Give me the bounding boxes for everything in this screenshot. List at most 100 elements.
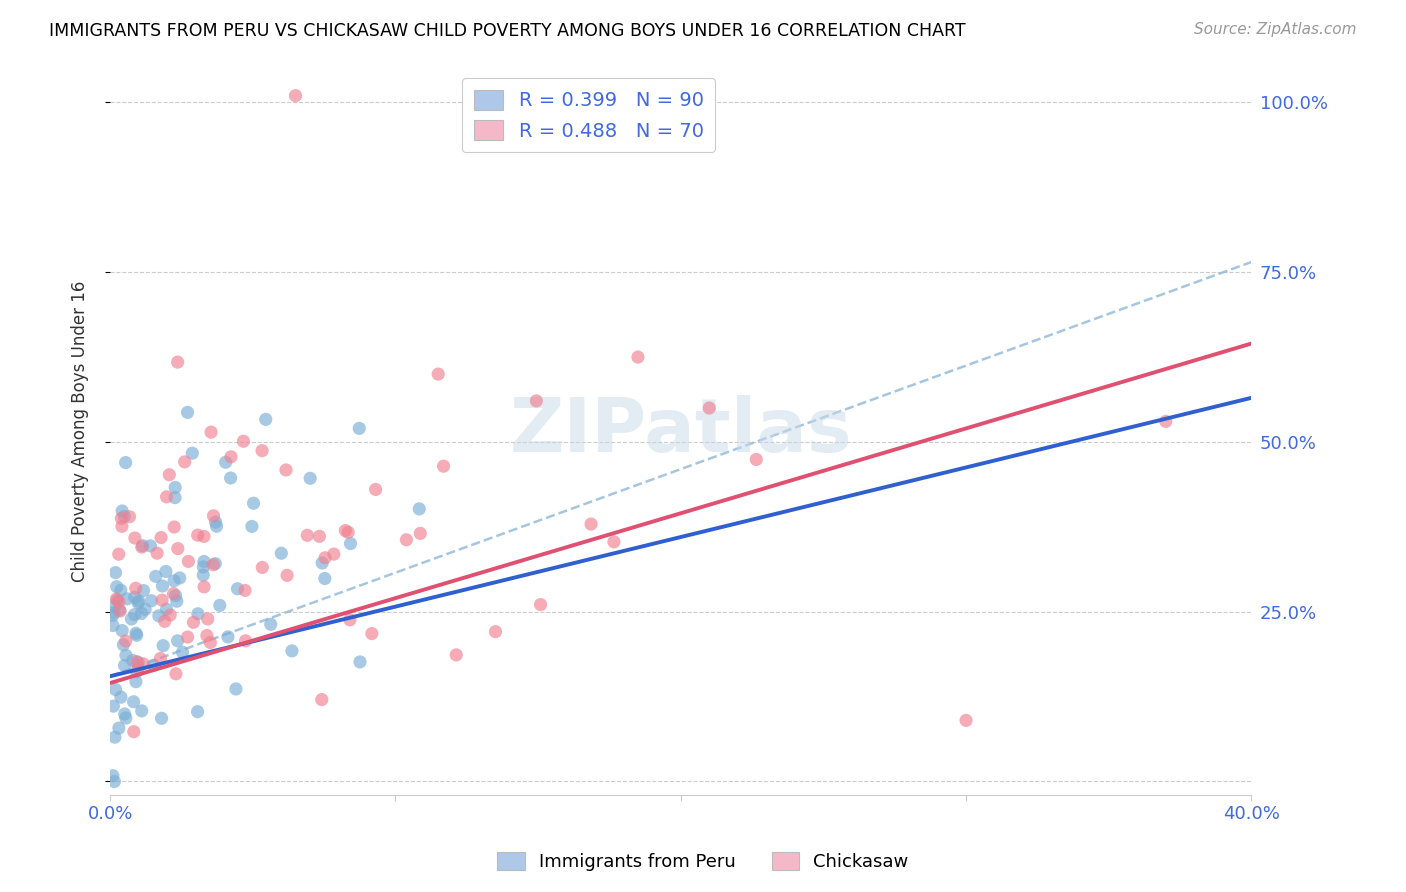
Point [193, 580, 215, 594]
Point [337, 525, 360, 540]
Point [219, 471, 242, 485]
Point [134, 602, 156, 616]
Point [202, 558, 225, 572]
Point [114, 634, 136, 648]
Point [162, 586, 184, 600]
Point [108, 604, 131, 618]
Point [281, 644, 304, 658]
Point [208, 599, 231, 613]
Y-axis label: Child Poverty Among Boys Under 16: Child Poverty Among Boys Under 16 [72, 281, 89, 582]
Point [105, 580, 128, 594]
Point [125, 655, 148, 669]
Point [166, 633, 188, 648]
Point [152, 579, 174, 593]
Point [215, 455, 238, 469]
Point [955, 714, 977, 728]
Point [166, 355, 188, 369]
Point [107, 547, 129, 561]
Point [104, 566, 127, 580]
Point [124, 607, 146, 622]
Point [139, 539, 162, 553]
Point [141, 593, 163, 607]
Point [101, 769, 124, 783]
Point [427, 367, 450, 381]
Point [360, 626, 382, 640]
Point [149, 651, 172, 665]
Point [155, 602, 177, 616]
Point [627, 350, 650, 364]
Point [311, 556, 333, 570]
Point [195, 628, 218, 642]
Point [163, 574, 186, 588]
Point [120, 612, 142, 626]
Point [197, 612, 219, 626]
Point [484, 624, 506, 639]
Point [187, 705, 209, 719]
Point [347, 421, 370, 435]
Point [114, 706, 136, 721]
Point [131, 540, 153, 554]
Point [745, 452, 768, 467]
Point [127, 596, 149, 610]
Point [446, 648, 468, 662]
Point [148, 608, 170, 623]
Point [163, 520, 186, 534]
Point [172, 645, 194, 659]
Point [114, 456, 136, 470]
Point [1154, 414, 1177, 428]
Point [308, 529, 330, 543]
Point [131, 607, 153, 621]
Point [311, 692, 333, 706]
Point [284, 88, 307, 103]
Point [115, 711, 138, 725]
Point [132, 583, 155, 598]
Point [104, 682, 127, 697]
Point [276, 568, 298, 582]
Point [150, 593, 173, 607]
Point [124, 531, 146, 545]
Point [127, 656, 149, 670]
Point [104, 599, 127, 613]
Point [200, 425, 222, 439]
Point [187, 607, 209, 621]
Point [226, 582, 249, 596]
Point [177, 554, 200, 568]
Point [205, 519, 228, 533]
Point [270, 546, 292, 560]
Point [101, 608, 124, 623]
Point [125, 626, 148, 640]
Point [219, 450, 242, 464]
Point [124, 591, 146, 605]
Point [202, 508, 225, 523]
Point [111, 519, 134, 533]
Point [395, 533, 418, 547]
Point [173, 455, 195, 469]
Point [232, 434, 254, 449]
Point [187, 528, 209, 542]
Point [233, 583, 256, 598]
Point [579, 517, 602, 532]
Point [122, 695, 145, 709]
Point [110, 690, 132, 705]
Point [103, 774, 125, 789]
Point [125, 628, 148, 642]
Point [299, 471, 322, 485]
Point [408, 502, 430, 516]
Point [322, 547, 344, 561]
Point [242, 496, 264, 510]
Point [110, 583, 132, 598]
Point [152, 639, 174, 653]
Point [115, 591, 138, 606]
Point [165, 480, 187, 494]
Point [432, 459, 454, 474]
Point [314, 550, 336, 565]
Point [155, 565, 177, 579]
Point [145, 569, 167, 583]
Point [183, 615, 205, 630]
Point [103, 699, 125, 714]
Point [150, 531, 173, 545]
Point [165, 666, 187, 681]
Point [101, 618, 124, 632]
Point [235, 633, 257, 648]
Point [127, 661, 149, 675]
